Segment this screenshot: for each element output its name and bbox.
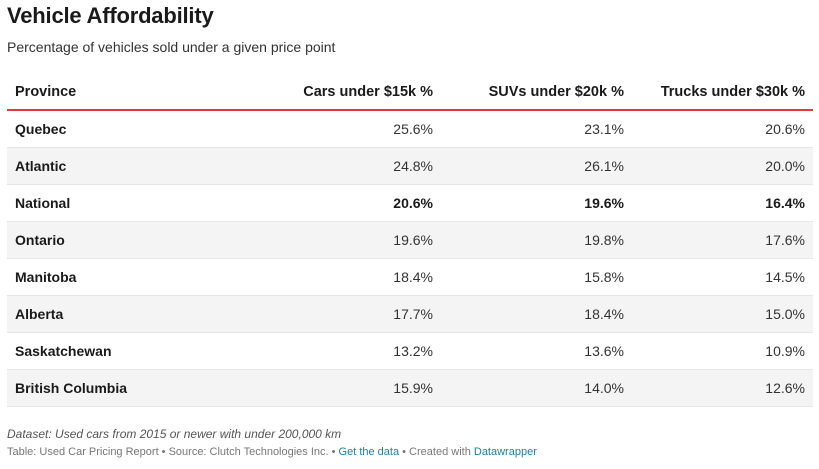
- value-cell: 25.6%: [243, 110, 441, 148]
- value-cell: 24.8%: [243, 147, 441, 185]
- column-header-suvs[interactable]: SUVs under $20k %: [441, 75, 632, 111]
- chart-title: Vehicle Affordability: [7, 3, 214, 28]
- row-label-cell: Quebec: [7, 110, 243, 148]
- row-label-cell: Saskatchewan: [7, 332, 243, 370]
- value-cell: 20.6%: [243, 184, 441, 222]
- data-table: Province Cars under $15k % SUVs under $2…: [7, 75, 813, 407]
- value-cell: 19.6%: [243, 221, 441, 259]
- value-cell: 14.5%: [632, 258, 813, 296]
- value-cell: 12.6%: [632, 369, 813, 407]
- column-header-trucks[interactable]: Trucks under $30k %: [632, 75, 813, 111]
- value-cell: 23.1%: [441, 110, 632, 148]
- row-label-cell: Manitoba: [7, 258, 243, 296]
- value-cell: 20.6%: [632, 110, 813, 148]
- value-cell: 14.0%: [441, 369, 632, 407]
- footer-created-with: • Created with: [399, 446, 474, 458]
- value-cell: 15.0%: [632, 295, 813, 333]
- table-row: British Columbia 15.9% 14.0% 12.6%: [7, 369, 813, 407]
- value-cell: 19.8%: [441, 221, 632, 259]
- column-header-province[interactable]: Province: [7, 75, 243, 111]
- value-cell: 15.8%: [441, 258, 632, 296]
- table-row: Saskatchewan 13.2% 13.6% 10.9%: [7, 332, 813, 370]
- table-row: Atlantic 24.8% 26.1% 20.0%: [7, 147, 813, 185]
- value-cell: 19.6%: [441, 184, 632, 222]
- value-cell: 16.4%: [632, 184, 813, 222]
- value-cell: 13.2%: [243, 332, 441, 370]
- value-cell: 20.0%: [632, 147, 813, 185]
- value-cell: 18.4%: [441, 295, 632, 333]
- value-cell: 17.7%: [243, 295, 441, 333]
- datawrapper-link[interactable]: Datawrapper: [473, 446, 537, 458]
- table-row: Alberta 17.7% 18.4% 15.0%: [7, 295, 813, 333]
- row-label-cell: Atlantic: [7, 147, 243, 185]
- value-cell: 17.6%: [632, 221, 813, 259]
- row-label-cell: British Columbia: [7, 369, 243, 407]
- row-label-cell: Ontario: [7, 221, 243, 259]
- footer-source: Table: Used Car Pricing Report • Source:…: [7, 446, 339, 458]
- value-cell: 13.6%: [441, 332, 632, 370]
- value-cell: 18.4%: [243, 258, 441, 296]
- value-cell: 10.9%: [632, 332, 813, 370]
- column-header-cars[interactable]: Cars under $15k %: [243, 75, 441, 111]
- row-label-cell: National: [7, 184, 243, 222]
- table-body: Quebec 25.6% 23.1% 20.6% Atlantic 24.8% 26.1% 2…: [7, 110, 813, 407]
- footer: Table: Used Car Pricing Report • Source:…: [7, 446, 537, 458]
- dataset-note: Dataset: Used cars from 2015 or newer wi…: [7, 427, 342, 441]
- table-row: Quebec 25.6% 23.1% 20.6%: [7, 110, 813, 148]
- table-row: National 20.6% 19.6% 16.4%: [7, 184, 813, 222]
- get-data-link[interactable]: Get the data: [338, 446, 400, 458]
- table-row: Ontario 19.6% 19.8% 17.6%: [7, 221, 813, 259]
- chart-subtitle: Percentage of vehicles sold under a give…: [7, 39, 336, 55]
- table-row: Manitoba 18.4% 15.8% 14.5%: [7, 258, 813, 296]
- table-header-row: Province Cars under $15k % SUVs under $2…: [7, 75, 813, 111]
- value-cell: 15.9%: [243, 369, 441, 407]
- row-label-cell: Alberta: [7, 295, 243, 333]
- value-cell: 26.1%: [441, 147, 632, 185]
